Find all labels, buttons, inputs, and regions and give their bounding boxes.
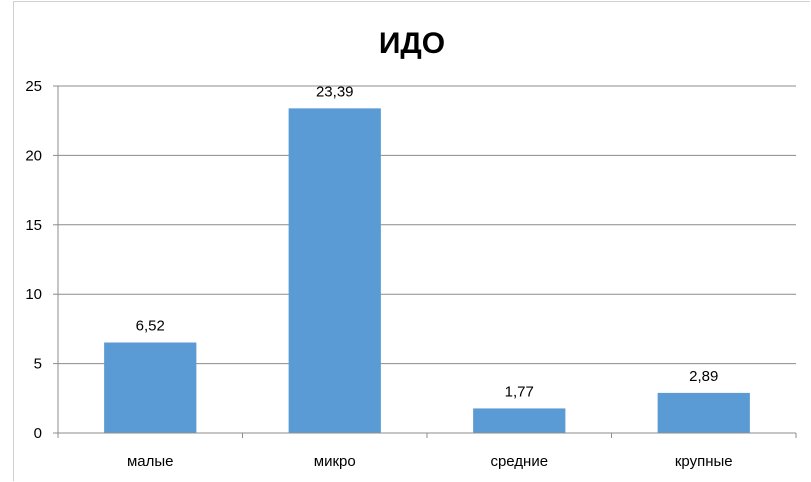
bar-1	[104, 342, 197, 433]
data-label: 2,89	[689, 368, 718, 385]
y-tick-label: 5	[34, 356, 42, 373]
data-label: 1,77	[505, 383, 534, 400]
x-category-label: малые	[127, 453, 174, 470]
x-category-label: микро	[314, 453, 356, 470]
x-axis: малые микро средние крупные	[57, 86, 797, 470]
y-tick-label: 15	[25, 217, 42, 234]
x-category-label: средние	[490, 453, 548, 470]
y-axis-ticks: 0 5 10 15 20 25	[25, 78, 58, 442]
y-tick-label: 20	[25, 147, 42, 164]
bar-4	[657, 392, 750, 433]
x-category-label: крупные	[675, 453, 733, 470]
chart-title: ИДО	[379, 27, 445, 60]
grid-lines	[58, 85, 796, 365]
y-tick-label: 25	[25, 78, 42, 95]
y-tick-label: 0	[34, 425, 42, 442]
data-label: 23,39	[316, 83, 354, 100]
data-label: 6,52	[136, 318, 165, 335]
bars: 6,52 23,39 1,77 2,89	[104, 83, 750, 433]
bar-2	[288, 108, 381, 433]
bar-3	[473, 408, 566, 433]
y-tick-label: 10	[25, 286, 42, 303]
